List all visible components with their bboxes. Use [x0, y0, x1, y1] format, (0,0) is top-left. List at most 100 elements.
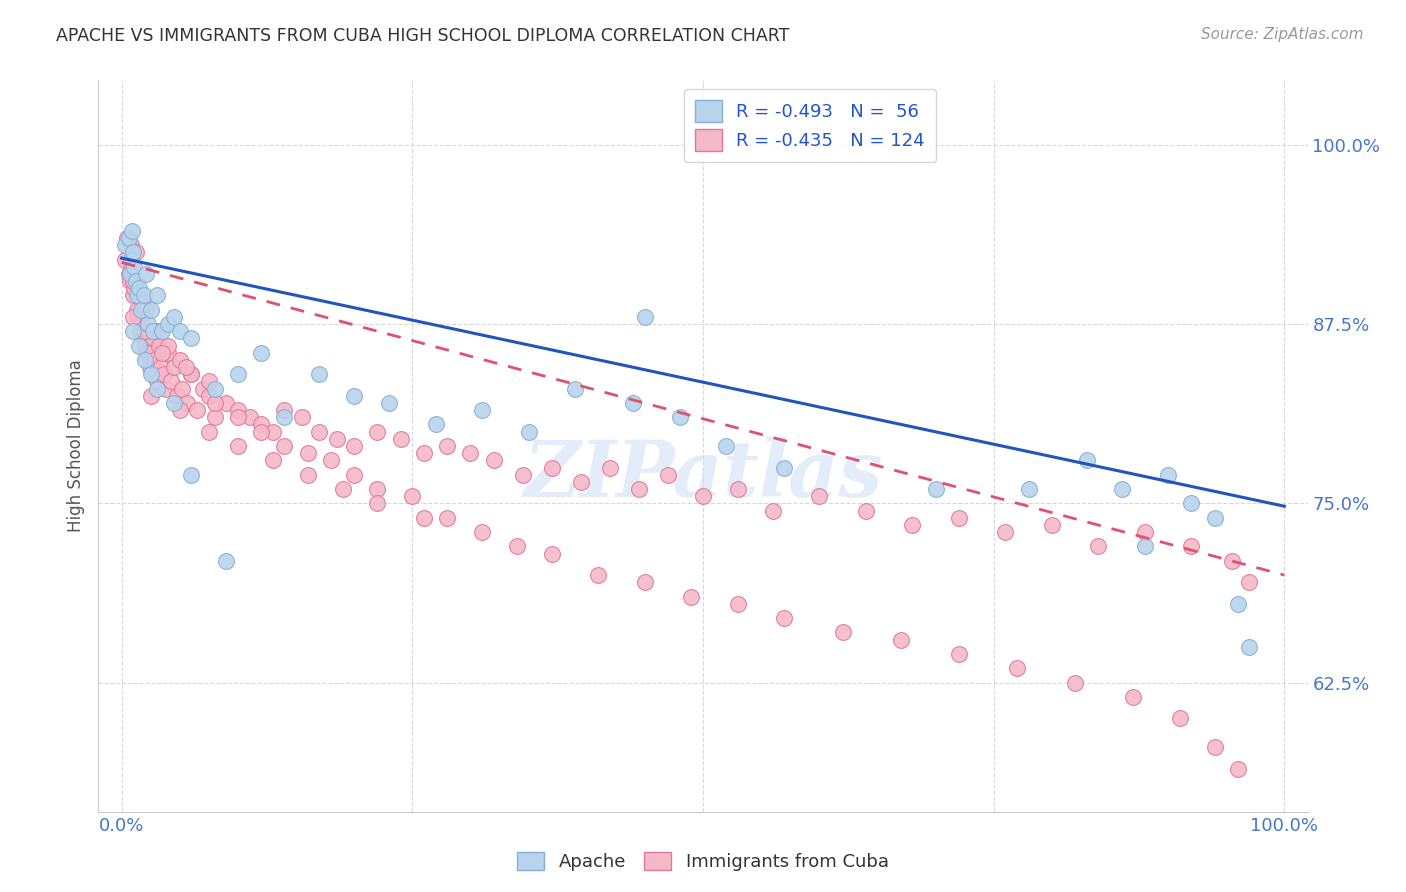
Point — [125, 302, 148, 317]
Point — [134, 353, 156, 368]
Point — [124, 274, 146, 288]
Point — [135, 302, 157, 317]
Point — [131, 317, 153, 331]
Point — [273, 403, 295, 417]
Point — [139, 368, 162, 382]
Point — [204, 382, 226, 396]
Point — [1005, 661, 1028, 675]
Point — [118, 267, 141, 281]
Point — [145, 324, 167, 338]
Point — [122, 245, 145, 260]
Point — [1087, 540, 1109, 554]
Point — [215, 396, 238, 410]
Point — [1133, 524, 1156, 539]
Point — [157, 317, 180, 331]
Point — [425, 417, 447, 432]
Point — [131, 295, 153, 310]
Point — [262, 453, 284, 467]
Point — [138, 324, 160, 338]
Point — [129, 324, 152, 338]
Point — [139, 302, 162, 317]
Text: APACHE VS IMMIGRANTS FROM CUBA HIGH SCHOOL DIPLOMA CORRELATION CHART: APACHE VS IMMIGRANTS FROM CUBA HIGH SCHO… — [56, 27, 790, 45]
Point — [152, 368, 174, 382]
Point — [145, 382, 167, 396]
Point — [250, 425, 273, 439]
Point — [169, 403, 191, 417]
Point — [1226, 597, 1249, 611]
Point — [808, 489, 831, 503]
Point — [540, 547, 562, 561]
Point — [127, 310, 149, 324]
Point — [169, 353, 191, 368]
Point — [204, 410, 226, 425]
Point — [145, 375, 167, 389]
Point — [727, 482, 749, 496]
Point — [773, 460, 796, 475]
Point — [122, 288, 145, 302]
Point — [174, 360, 197, 375]
Point — [163, 396, 186, 410]
Point — [1226, 762, 1249, 776]
Point — [291, 410, 314, 425]
Point — [628, 482, 651, 496]
Point — [142, 324, 165, 338]
Point — [1040, 517, 1063, 532]
Point — [180, 331, 202, 345]
Point — [378, 396, 401, 410]
Point — [120, 252, 142, 267]
Point — [569, 475, 592, 489]
Point — [1168, 711, 1191, 725]
Point — [308, 425, 330, 439]
Point — [668, 410, 690, 425]
Point — [727, 597, 749, 611]
Text: ZIPatlas: ZIPatlas — [523, 437, 883, 514]
Point — [855, 503, 877, 517]
Point — [180, 467, 202, 482]
Point — [326, 432, 349, 446]
Point — [692, 489, 714, 503]
Point — [343, 467, 366, 482]
Point — [250, 345, 273, 359]
Point — [117, 231, 139, 245]
Point — [198, 375, 221, 389]
Point — [1204, 510, 1226, 524]
Point — [621, 396, 644, 410]
Point — [831, 625, 853, 640]
Point — [343, 439, 366, 453]
Point — [681, 590, 703, 604]
Point — [226, 368, 249, 382]
Point — [1157, 467, 1180, 482]
Point — [716, 439, 738, 453]
Point — [343, 389, 366, 403]
Point — [128, 281, 150, 295]
Point — [634, 310, 657, 324]
Point — [1076, 453, 1098, 467]
Point — [163, 360, 186, 375]
Point — [198, 425, 221, 439]
Point — [155, 382, 177, 396]
Point — [366, 482, 388, 496]
Point — [1220, 554, 1243, 568]
Point — [191, 382, 214, 396]
Point — [471, 403, 494, 417]
Point — [389, 432, 412, 446]
Point — [141, 368, 163, 382]
Point — [512, 467, 534, 482]
Point — [172, 382, 194, 396]
Point — [163, 310, 186, 324]
Point — [297, 467, 319, 482]
Point — [773, 611, 796, 625]
Point — [150, 345, 173, 359]
Point — [250, 417, 273, 432]
Point — [948, 647, 970, 661]
Point — [166, 389, 188, 403]
Point — [1204, 740, 1226, 755]
Point — [924, 482, 946, 496]
Point — [1111, 482, 1133, 496]
Point — [124, 260, 146, 274]
Point — [657, 467, 679, 482]
Point — [125, 288, 148, 302]
Point — [401, 489, 423, 503]
Point — [308, 368, 330, 382]
Point — [134, 324, 156, 338]
